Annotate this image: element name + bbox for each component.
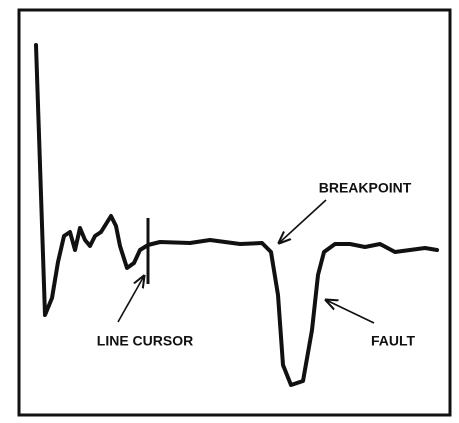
- fault-label: FAULT: [371, 333, 416, 349]
- breakpoint-arrow: [279, 199, 327, 243]
- line-cursor-arrow: [117, 276, 144, 323]
- trace: [34, 43, 439, 387]
- line-cursor-label: LINE CURSOR: [97, 333, 193, 349]
- fault-arrow: [326, 300, 375, 324]
- breakpoint-label: BREAKPOINT: [319, 180, 412, 196]
- frame: [17, 8, 452, 417]
